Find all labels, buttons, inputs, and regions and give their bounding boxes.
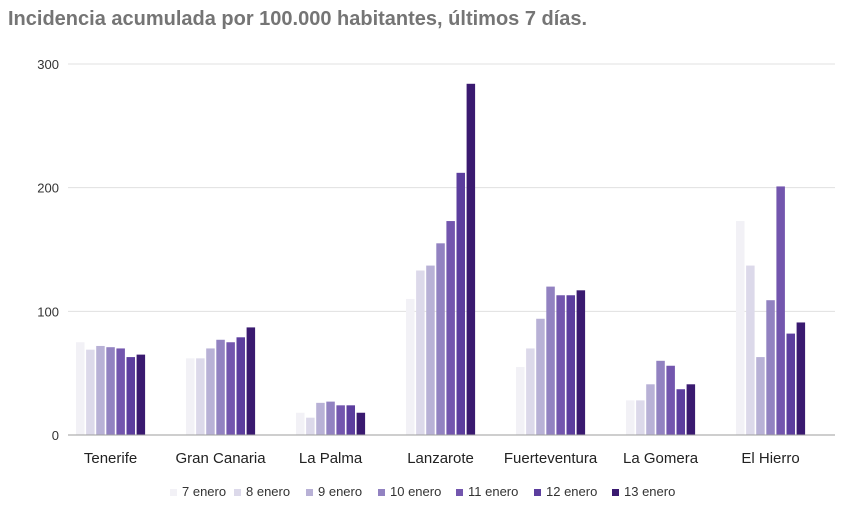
bar xyxy=(746,265,755,435)
bar xyxy=(316,402,325,435)
y-tick-label: 200 xyxy=(37,181,59,196)
bar xyxy=(796,322,806,435)
bar xyxy=(406,298,415,435)
legend-swatch xyxy=(170,489,177,496)
bar xyxy=(426,265,435,435)
bar xyxy=(96,345,105,435)
category-label: La Gomera xyxy=(623,450,699,467)
category-label: Tenerife xyxy=(84,450,137,467)
bar xyxy=(186,358,195,435)
bar xyxy=(686,384,696,435)
legend-label: 12 enero xyxy=(546,484,597,499)
bar xyxy=(566,295,575,435)
bar xyxy=(756,357,765,435)
category-label: La Palma xyxy=(299,450,363,467)
bar xyxy=(456,172,465,435)
bar xyxy=(136,354,146,435)
bar xyxy=(86,349,95,435)
legend-swatch xyxy=(306,489,313,496)
legend-swatch xyxy=(456,489,463,496)
legend-label: 9 enero xyxy=(318,484,362,499)
legend-label: 13 enero xyxy=(624,484,675,499)
bar xyxy=(526,348,535,435)
bar xyxy=(206,348,215,435)
bar xyxy=(436,243,445,435)
category-label: Fuerteventura xyxy=(504,450,598,467)
bar xyxy=(306,417,315,435)
bar xyxy=(466,83,476,435)
bar xyxy=(326,401,335,435)
bar xyxy=(546,286,555,435)
legend-swatch xyxy=(234,489,241,496)
legend-label: 8 enero xyxy=(246,484,290,499)
y-tick-label: 0 xyxy=(52,428,59,443)
bar xyxy=(576,290,586,435)
bar xyxy=(446,221,455,435)
bar xyxy=(666,365,675,435)
bar xyxy=(776,186,785,435)
category-label: Gran Canaria xyxy=(176,450,267,467)
legend-label: 10 enero xyxy=(390,484,441,499)
bar xyxy=(356,412,366,435)
bar xyxy=(106,347,115,435)
bar xyxy=(226,342,235,435)
legend-label: 11 enero xyxy=(468,484,518,499)
bar xyxy=(556,295,565,435)
bar xyxy=(76,342,85,435)
legend-swatch xyxy=(534,489,541,496)
bar xyxy=(736,221,745,435)
bar xyxy=(786,333,795,435)
bar xyxy=(636,400,645,435)
bar xyxy=(766,300,775,435)
legend-swatch xyxy=(612,489,619,496)
bar xyxy=(196,358,205,435)
bar xyxy=(246,327,256,435)
y-tick-label: 100 xyxy=(37,304,59,319)
legend-swatch xyxy=(378,489,385,496)
bar xyxy=(236,337,245,435)
bar xyxy=(516,366,525,435)
bar xyxy=(656,360,665,435)
bar xyxy=(626,400,635,435)
bar xyxy=(646,384,655,435)
bar xyxy=(346,405,355,435)
bar xyxy=(116,348,125,435)
legend-label: 7 enero xyxy=(182,484,226,499)
category-label: Lanzarote xyxy=(407,450,474,467)
y-tick-label: 300 xyxy=(37,57,59,72)
bar xyxy=(296,412,305,435)
bar xyxy=(536,318,545,435)
bar xyxy=(336,405,345,435)
bar xyxy=(416,270,425,435)
chart-title: Incidencia acumulada por 100.000 habitan… xyxy=(8,8,588,30)
bar xyxy=(216,339,225,435)
category-label: El Hierro xyxy=(741,450,799,467)
bar xyxy=(126,357,135,435)
bar xyxy=(676,389,685,435)
